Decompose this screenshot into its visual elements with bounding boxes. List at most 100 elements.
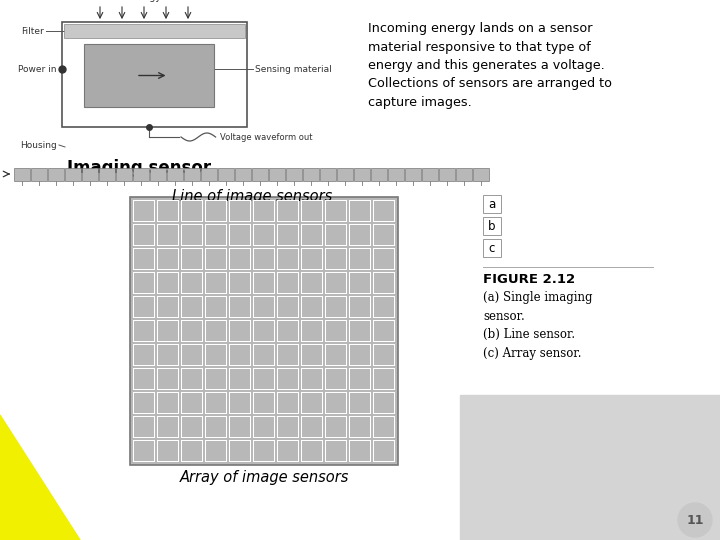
Bar — [320, 168, 336, 181]
Bar — [350, 273, 370, 293]
Bar — [325, 368, 347, 390]
Bar — [374, 201, 394, 221]
Bar — [206, 273, 226, 293]
Text: Sensing material: Sensing material — [255, 65, 332, 73]
Bar — [374, 249, 394, 269]
Bar — [157, 368, 179, 390]
Bar — [253, 344, 275, 366]
Bar — [277, 416, 299, 438]
Bar — [302, 249, 322, 269]
Bar — [157, 248, 179, 270]
Bar — [374, 441, 394, 461]
Bar — [133, 248, 155, 270]
Bar — [182, 273, 202, 293]
Bar — [254, 297, 274, 317]
Bar — [181, 272, 203, 294]
Bar — [65, 168, 81, 181]
Bar — [277, 344, 299, 366]
Bar — [301, 392, 323, 414]
Bar — [277, 368, 299, 390]
Bar — [181, 440, 203, 462]
Bar — [167, 168, 183, 181]
Bar — [253, 320, 275, 342]
Bar — [473, 168, 489, 181]
Bar — [158, 201, 178, 221]
Bar — [84, 44, 214, 107]
Bar — [157, 296, 179, 318]
Text: Voltage waveform out: Voltage waveform out — [220, 132, 312, 141]
Bar — [206, 297, 226, 317]
Bar — [301, 344, 323, 366]
Bar — [326, 417, 346, 437]
Bar — [374, 273, 394, 293]
Bar — [254, 201, 274, 221]
Bar — [133, 344, 155, 366]
Bar — [325, 200, 347, 222]
Bar — [182, 345, 202, 365]
Bar — [206, 321, 226, 341]
Bar — [349, 344, 371, 366]
Bar — [325, 392, 347, 414]
Bar — [205, 248, 227, 270]
Bar — [350, 369, 370, 389]
Bar — [278, 225, 298, 245]
Bar — [373, 224, 395, 246]
Bar — [277, 224, 299, 246]
Text: Line of image sensors: Line of image sensors — [172, 189, 332, 204]
Bar — [349, 200, 371, 222]
Bar — [229, 368, 251, 390]
Bar — [181, 368, 203, 390]
Bar — [158, 225, 178, 245]
Text: a: a — [488, 198, 495, 211]
Bar — [157, 344, 179, 366]
Bar — [302, 369, 322, 389]
Bar — [374, 369, 394, 389]
Bar — [182, 249, 202, 269]
Bar — [254, 393, 274, 413]
Bar — [254, 417, 274, 437]
Bar — [253, 368, 275, 390]
Bar — [350, 249, 370, 269]
Bar — [62, 22, 247, 127]
Bar — [302, 441, 322, 461]
Bar — [301, 296, 323, 318]
Bar — [230, 369, 250, 389]
Bar — [206, 441, 226, 461]
Bar — [253, 224, 275, 246]
Bar — [130, 197, 398, 465]
Bar — [349, 392, 371, 414]
Bar — [278, 417, 298, 437]
Bar — [302, 321, 322, 341]
Bar — [254, 321, 274, 341]
Bar — [134, 297, 154, 317]
Bar — [422, 168, 438, 181]
Bar — [326, 441, 346, 461]
Bar — [254, 249, 274, 269]
Bar — [252, 168, 268, 181]
Bar — [182, 225, 202, 245]
Bar — [373, 320, 395, 342]
Bar — [326, 297, 346, 317]
Bar — [373, 440, 395, 462]
Bar — [184, 168, 200, 181]
Bar — [205, 416, 227, 438]
Bar — [229, 416, 251, 438]
Bar — [157, 272, 179, 294]
Bar — [278, 441, 298, 461]
Bar — [230, 417, 250, 437]
Bar — [206, 201, 226, 221]
Bar — [326, 249, 346, 269]
Bar — [181, 320, 203, 342]
Bar — [134, 345, 154, 365]
Bar — [48, 168, 64, 181]
Bar — [326, 321, 346, 341]
Bar — [133, 224, 155, 246]
Bar — [253, 272, 275, 294]
Bar — [374, 297, 394, 317]
Bar — [301, 272, 323, 294]
Bar — [158, 393, 178, 413]
Bar — [134, 321, 154, 341]
Bar — [157, 440, 179, 462]
Bar — [133, 416, 155, 438]
Bar — [354, 168, 370, 181]
